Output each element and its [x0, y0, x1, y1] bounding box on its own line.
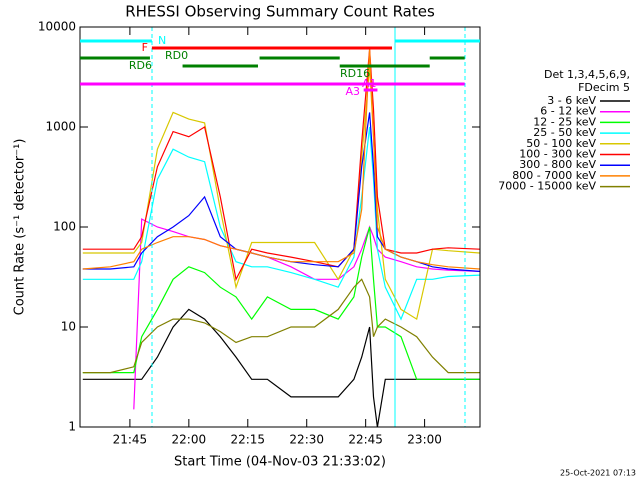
legend-label: 12 - 25 keV: [533, 115, 596, 128]
series-line: [82, 49, 480, 270]
legend-label: 25 - 50 keV: [533, 126, 596, 139]
x-tick-label: 22:15: [230, 433, 265, 447]
flag-label: A3: [345, 85, 360, 98]
x-tick-label: 23:00: [407, 433, 442, 447]
legend-label: 300 - 800 keV: [519, 158, 596, 171]
series-line: [82, 226, 480, 380]
x-axis-label: Start Time (04-Nov-03 21:33:02): [174, 455, 386, 470]
flag-label: A1: [362, 77, 377, 90]
flag-label: RD0: [165, 49, 188, 62]
series-line: [82, 278, 480, 374]
legend-label: 800 - 7000 keV: [512, 169, 596, 182]
legend-label: 7000 - 15000 keV: [498, 180, 596, 193]
flag-label: RD16: [340, 67, 370, 80]
x-tick-label: 21:45: [113, 433, 148, 447]
series-line: [133, 218, 480, 410]
legend-label: 50 - 100 keV: [526, 137, 596, 150]
x-tick-label: 22:45: [348, 433, 383, 447]
flag-label: RD6: [129, 59, 152, 72]
x-tick-label: 22:30: [289, 433, 324, 447]
series-line: [82, 308, 480, 428]
x-tick-label: 22:00: [172, 433, 207, 447]
plot-area: [82, 49, 480, 428]
y-axis-label: Count Rate (s⁻¹ detector⁻¹): [13, 139, 28, 316]
footer: 25-Oct-2021 07:13: [560, 469, 636, 478]
legend-label: 100 - 300 keV: [519, 148, 596, 161]
y-tick-label: 10: [61, 320, 76, 334]
flag-label: N: [158, 34, 166, 47]
y-tick-label: 100: [53, 220, 76, 234]
series-line: [82, 126, 480, 321]
series-line: [82, 49, 480, 282]
legend-header: FDecim 5: [578, 81, 630, 94]
legend-label: 6 - 12 keV: [540, 105, 596, 118]
y-tick-label: 1: [68, 420, 76, 434]
y-tick-label: 1000: [45, 120, 76, 134]
y-tick-label: 10000: [38, 20, 76, 34]
legend-label: 3 - 6 keV: [547, 94, 596, 107]
legend-header: Det 1,3,4,5,6,9,: [544, 68, 630, 81]
flag-label: F: [142, 41, 148, 54]
series-line: [82, 66, 480, 321]
chart-title: RHESSI Observing Summary Count Rates: [125, 3, 435, 21]
